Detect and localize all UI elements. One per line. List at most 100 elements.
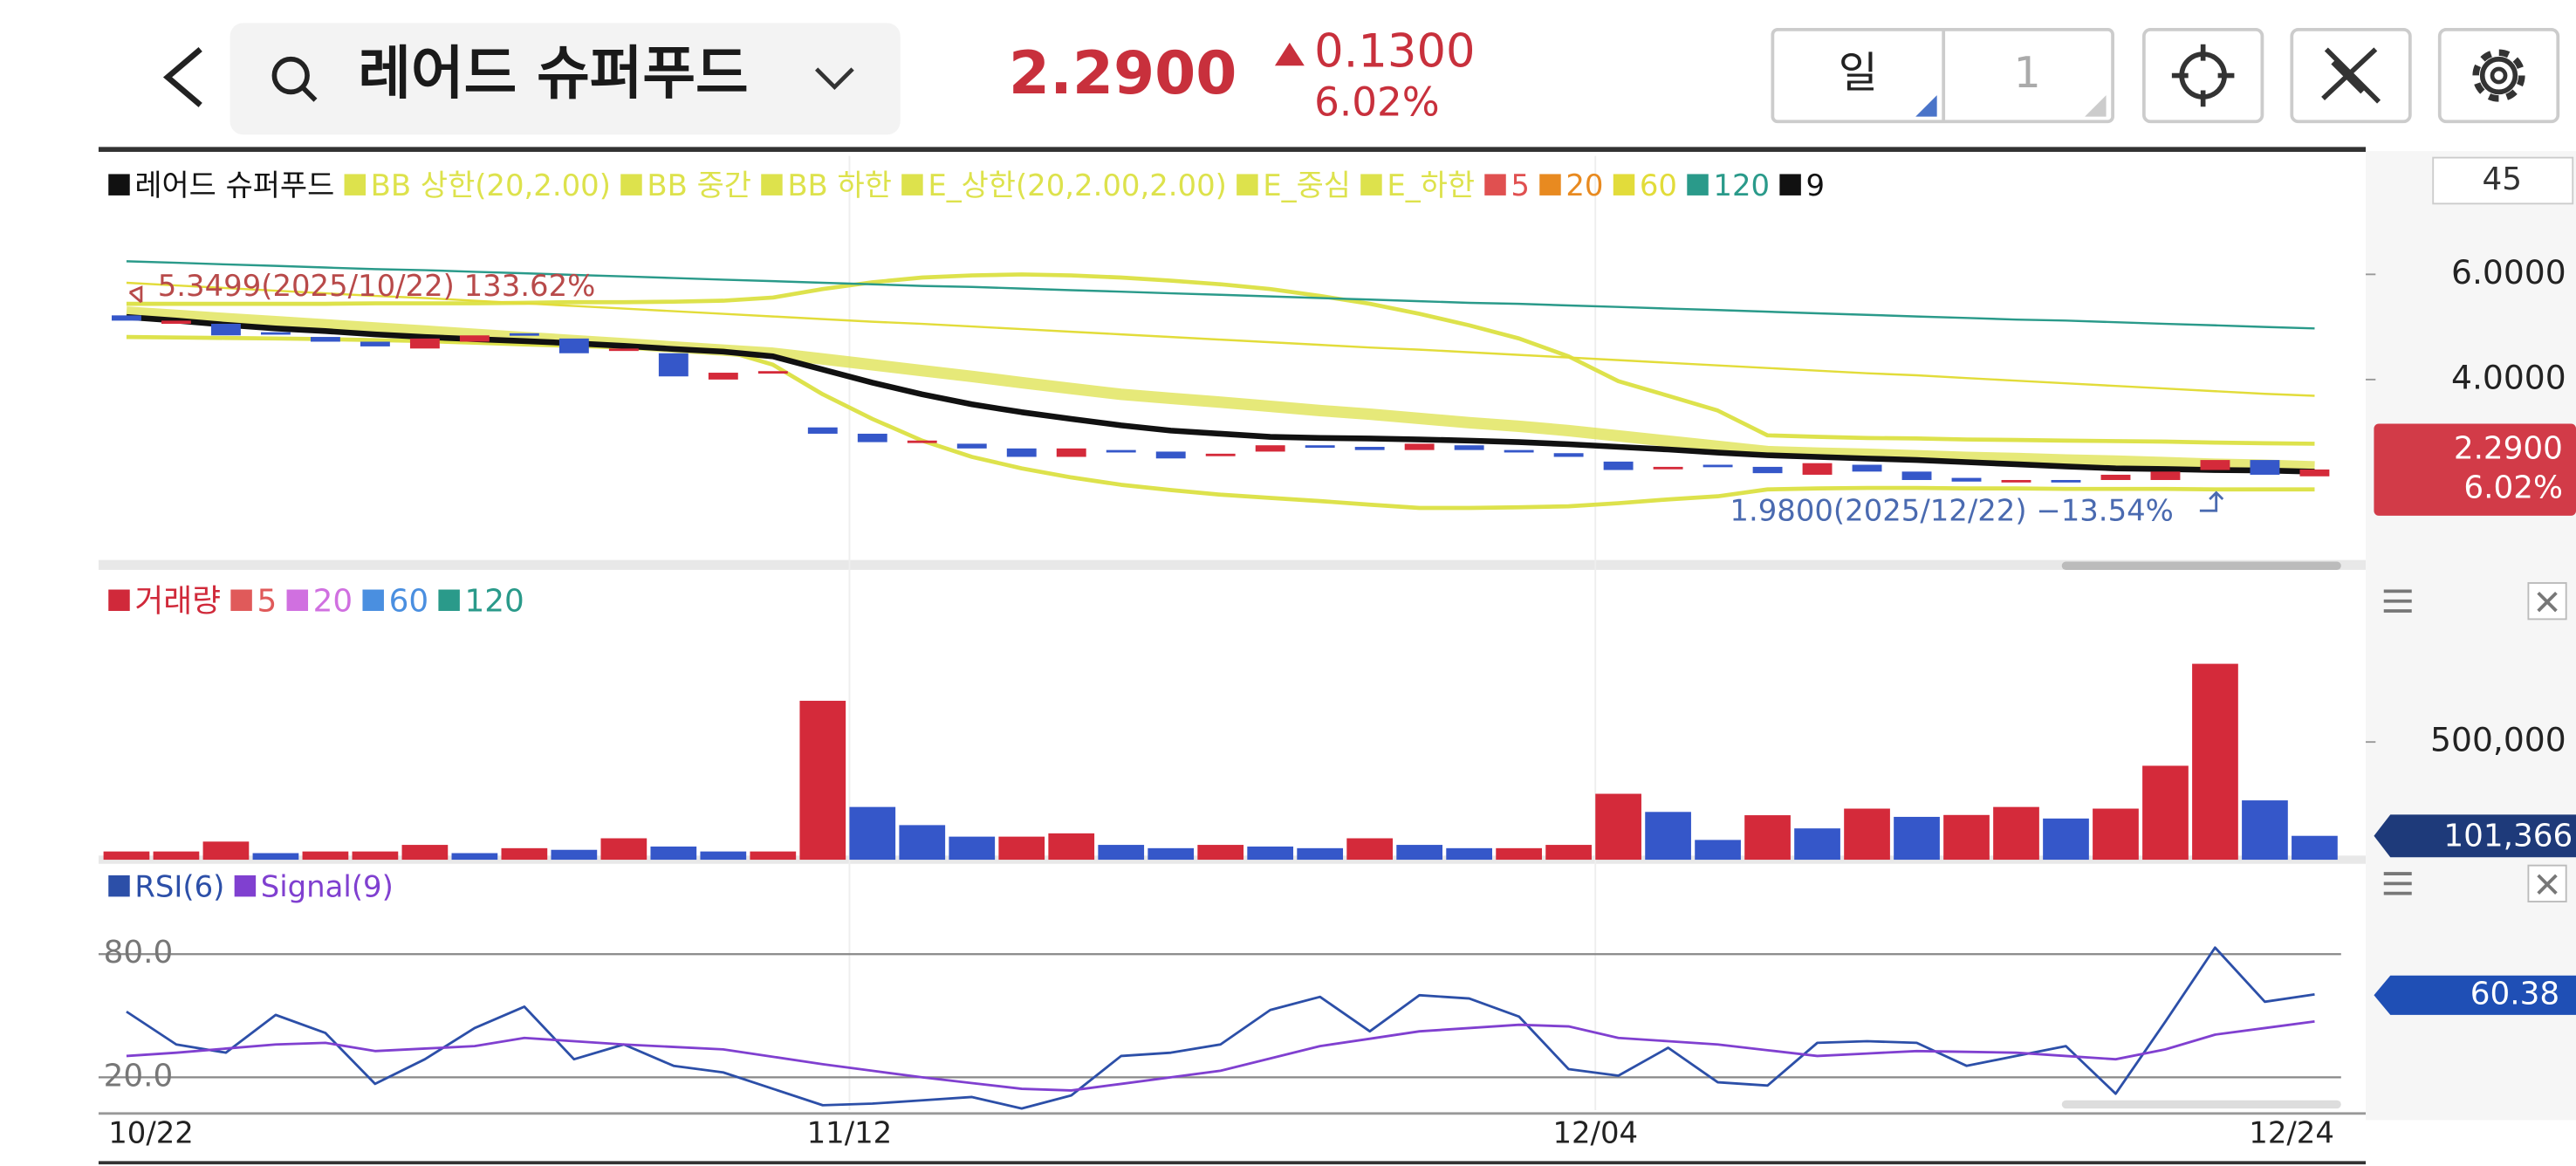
volume-bar (401, 845, 449, 861)
legend-swatch (286, 589, 309, 611)
candle-body (1901, 471, 1932, 480)
legend-swatch (1613, 174, 1635, 195)
legend-swatch (1687, 174, 1709, 195)
legend-swatch (1779, 174, 1801, 195)
legend-label: 5 (257, 584, 277, 620)
current-price: 2.2900 (1009, 38, 1237, 107)
candle-body (2200, 460, 2230, 470)
legend-swatch (1539, 174, 1561, 195)
candle-body (658, 353, 689, 377)
volume-bar (2043, 818, 2089, 861)
series-line (126, 334, 2315, 511)
candle-body (360, 341, 390, 346)
volume-bar (1645, 812, 1691, 861)
legend-swatch (362, 589, 384, 611)
candle-body (857, 433, 887, 442)
search-box[interactable] (230, 23, 901, 135)
volume-bar (551, 849, 598, 861)
settings-icon (2479, 56, 2518, 95)
header: 레어드 슈퍼푸드 2.2900 0.1300 6.02% 일 1 (162, 23, 2560, 135)
candle-body (2100, 474, 2131, 480)
period-count[interactable]: 1 (2014, 48, 2041, 98)
scrollbar[interactable] (2061, 1100, 2341, 1109)
candle-body (1155, 451, 1186, 459)
series-line (126, 281, 2315, 397)
volume-bar (2242, 800, 2288, 861)
volume-bar (252, 853, 299, 861)
volume-bar (302, 851, 349, 861)
candle-body (2150, 471, 2181, 480)
volume-bar (1197, 845, 1244, 861)
rsi-tag-value: 60.38 (2470, 976, 2559, 1012)
candle-body (907, 440, 937, 443)
series-line (126, 306, 2315, 473)
candle-body (2299, 469, 2330, 477)
candle-body (2250, 460, 2280, 475)
legend-label: 120 (465, 584, 524, 620)
legend-label: 5 (1511, 168, 1530, 202)
legend-label: 60 (389, 584, 429, 620)
x-tick-label: 12/24 (2249, 1116, 2334, 1150)
candle-body (1354, 447, 1385, 450)
menu-icon[interactable] (2383, 872, 2412, 895)
volume-bar (103, 851, 150, 861)
volume-bar (1794, 828, 1840, 861)
candle-body (558, 338, 589, 353)
volume-bar (1446, 847, 1492, 861)
y-tick-label: 80.0 (104, 935, 174, 971)
legend-swatch (1360, 174, 1382, 195)
candle-body (1404, 443, 1435, 450)
legend-label: 60 (1640, 168, 1677, 202)
candle-body (112, 315, 141, 321)
candle-body (1702, 464, 1733, 468)
volume-bar (451, 853, 498, 861)
candle-body (1802, 463, 1833, 475)
legend-swatch (1237, 174, 1258, 195)
legend-swatch (108, 589, 130, 611)
scrollbar[interactable] (2061, 561, 2341, 570)
volume-bar (202, 841, 250, 861)
value-tags: 2.2900 6.02% 101,366 60.38 (2374, 423, 2576, 1015)
series-line (126, 260, 2315, 330)
candle-body (1305, 445, 1335, 449)
period-unit[interactable]: 일 (1839, 48, 1878, 98)
price-change: 0.1300 (1314, 25, 1475, 79)
volume-bar (1048, 833, 1095, 861)
volume-bar (1496, 847, 1542, 861)
count-box[interactable] (2432, 156, 2574, 205)
candle-body (1255, 445, 1285, 452)
candle-body (459, 335, 490, 342)
crosshair-button[interactable] (2141, 27, 2264, 124)
series-line (126, 946, 2315, 1110)
candle-body (310, 337, 340, 342)
corner-mark (2085, 95, 2107, 117)
volume-bar (1844, 808, 1890, 861)
y-tick-label: 4.0000 (2451, 358, 2566, 396)
legend-swatch (761, 174, 783, 195)
volume-bar (1943, 814, 1990, 861)
volume-bar (799, 700, 846, 861)
volume-bar (501, 847, 548, 861)
x-tick-label: 12/04 (1552, 1116, 1638, 1150)
x-tick-label: 11/12 (807, 1116, 893, 1150)
legend-label: E_하한 (1387, 168, 1475, 202)
menu-icon[interactable] (2383, 589, 2412, 613)
candle-body (1504, 449, 1534, 453)
settings-button[interactable] (2437, 27, 2560, 124)
volume-bar (998, 836, 1045, 861)
volume-tag-value: 101,366 (2443, 819, 2573, 854)
settings-icon (2490, 66, 2508, 85)
back-button[interactable] (162, 46, 202, 107)
candle-body (1653, 466, 1683, 470)
panel-separator (98, 559, 2367, 570)
volume-bar (899, 825, 946, 861)
candle-body (1056, 448, 1086, 457)
legend-swatch (620, 174, 642, 195)
visible-count: 45 (2483, 161, 2523, 197)
corner-mark (1915, 95, 1937, 117)
dropdown-chevron[interactable] (815, 67, 854, 91)
volume-bar (153, 851, 200, 861)
legend-label: 거래량 (134, 584, 221, 620)
